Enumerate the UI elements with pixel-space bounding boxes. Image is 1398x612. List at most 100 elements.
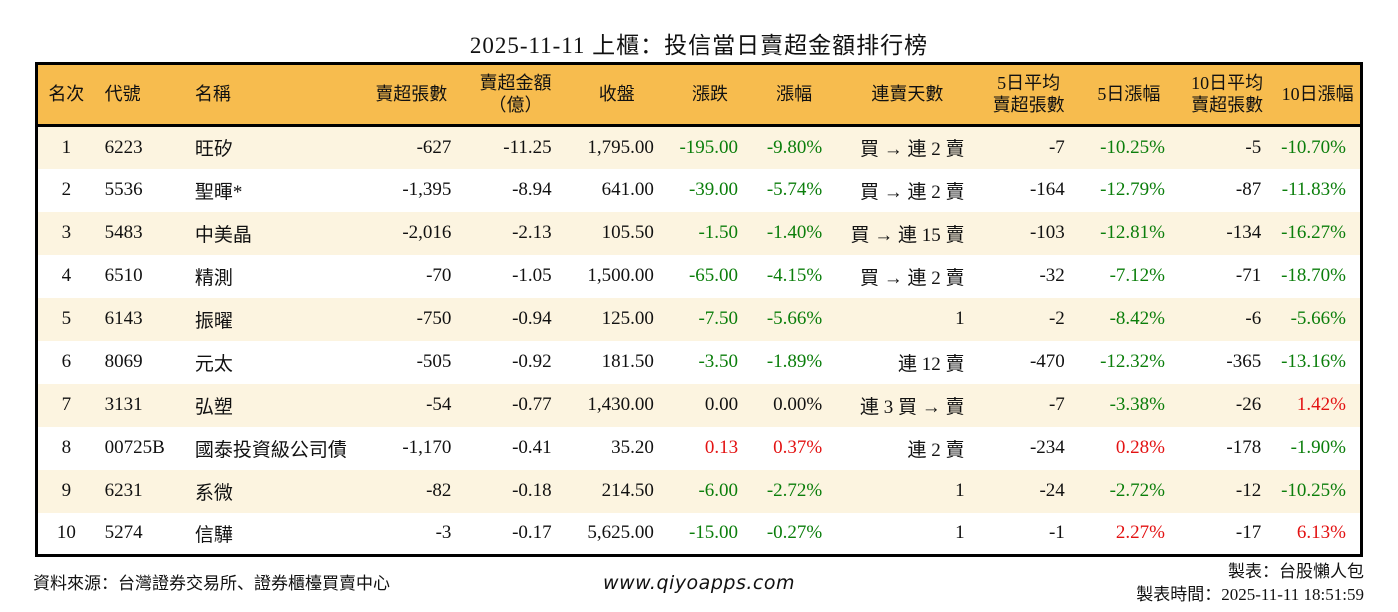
cell-code: 5536 xyxy=(104,179,143,200)
cell-pct10: -10.25% xyxy=(1281,480,1346,501)
cell-pct5: -12.32% xyxy=(1100,351,1165,372)
cell-avg10: -71 xyxy=(1235,265,1262,286)
cell-sell-volume: -1,395 xyxy=(402,179,452,200)
cell-pct5: -10.25% xyxy=(1100,136,1165,158)
cell-avg10: -6 xyxy=(1245,308,1262,329)
cell-sell-amount: -2.13 xyxy=(512,222,552,243)
cell-name: 精測 xyxy=(194,267,233,289)
cell-pct10: -13.16% xyxy=(1281,351,1346,372)
cell-close: 181.50 xyxy=(601,351,654,372)
cell-close: 1,795.00 xyxy=(587,136,654,158)
cell-name: 旺矽 xyxy=(194,139,233,161)
cell-pct5: -3.38% xyxy=(1109,394,1165,415)
cell-change: 0.13 xyxy=(704,437,739,458)
cell-streak: 連 2 賣 xyxy=(907,439,965,461)
col-header-rank: 名次 xyxy=(48,83,85,104)
cell-pct5: -7.12% xyxy=(1109,265,1165,286)
cell-avg5: -32 xyxy=(1039,265,1065,286)
cell-close: 5,625.00 xyxy=(587,522,654,544)
cell-name: 中美晶 xyxy=(194,224,252,246)
cell-streak: 買 → 連 15 賣 xyxy=(850,224,965,246)
table-row: 7 3131 弘塑 -54 -0.77 1,430.00 0.00 0.00% … xyxy=(36,383,1362,427)
table-row: 2 5536 聖暉* -1,395 -8.94 641.00 -39.00 -5… xyxy=(37,169,1362,212)
cell-pct5: -12.81% xyxy=(1100,222,1165,243)
cell-pct10: -5.66% xyxy=(1290,308,1346,329)
cell-close: 35.20 xyxy=(611,437,654,458)
cell-pct10: -18.70% xyxy=(1281,265,1346,286)
cell-streak: 連 3 買 → 賣 xyxy=(860,396,965,418)
table-row: 9 6231 系微 -82 -0.18 214.50 -6.00 -2.72% … xyxy=(36,469,1362,513)
cell-rank: 8 xyxy=(61,437,72,458)
cell-code: 8069 xyxy=(104,351,143,372)
cell-sell-amount: -0.92 xyxy=(512,351,552,372)
cell-code: 6510 xyxy=(104,265,143,286)
cell-avg5: -7 xyxy=(1048,394,1065,415)
cell-avg10: -87 xyxy=(1235,179,1262,200)
cell-sell-amount: -0.94 xyxy=(512,308,552,329)
col-header-avg5: 5日平均 賣超張數 xyxy=(992,73,1065,115)
cell-pct5: 0.28% xyxy=(1115,437,1165,458)
cell-pct10: -1.90% xyxy=(1290,437,1346,458)
cell-avg5: -24 xyxy=(1039,480,1065,501)
cell-change: -65.00 xyxy=(688,265,739,286)
cell-streak: 買 → 連 2 賣 xyxy=(860,181,965,203)
data-source-note: 資料來源：台灣證券交易所、證券櫃檯買賣中心 xyxy=(33,574,390,593)
table-row: 3 5483 中美晶 -2,016 -2.13 105.50 -1.50 -1.… xyxy=(36,211,1362,255)
cell-change: -39.00 xyxy=(688,179,739,200)
cell-sell-volume: -54 xyxy=(426,394,452,415)
cell-close: 1,430.00 xyxy=(587,394,654,415)
cell-streak: 買 → 連 2 賣 xyxy=(860,267,965,289)
made-time-label: 製表時間：2025-11-11 18:51:59 xyxy=(1136,584,1364,604)
cell-change-pct: 0.00% xyxy=(773,394,823,415)
col-header-sell-amount: 賣超金額 （億） xyxy=(479,73,552,115)
cell-change: -7.50 xyxy=(698,308,739,329)
cell-change: -1.50 xyxy=(698,222,739,243)
cell-rank: 6 xyxy=(61,351,72,372)
cell-close: 214.50 xyxy=(601,480,654,501)
cell-avg10: -17 xyxy=(1235,522,1262,544)
cell-rank: 2 xyxy=(61,179,72,200)
cell-name: 弘塑 xyxy=(194,396,233,418)
col-header-change: 漲跌 xyxy=(691,83,728,104)
col-header-pct10: 10日漲幅 xyxy=(1281,83,1354,104)
page-title: 2025-11-11 上櫃：投信當日賣超金額排行榜 xyxy=(469,33,929,58)
col-header-code: 代號 xyxy=(104,83,141,104)
cell-avg5: -470 xyxy=(1029,351,1065,372)
cell-close: 1,500.00 xyxy=(587,265,654,286)
cell-change-pct: -1.40% xyxy=(766,222,823,243)
cell-sell-volume: -82 xyxy=(426,480,452,501)
cell-rank: 4 xyxy=(61,265,72,286)
col-header-sell-volume: 賣超張數 xyxy=(375,83,448,104)
cell-sell-amount: -0.77 xyxy=(512,394,552,415)
cell-avg5: -2 xyxy=(1048,308,1065,329)
col-header-close: 收盤 xyxy=(598,83,635,104)
cell-sell-volume: -627 xyxy=(416,136,452,158)
col-header-avg10: 10日平均 賣超張數 xyxy=(1191,73,1264,115)
cell-rank: 3 xyxy=(61,222,72,243)
cell-pct10: 1.42% xyxy=(1296,394,1346,415)
cell-pct10: -10.70% xyxy=(1281,136,1346,158)
sell-ranking-table: 名次 代號 名稱 賣超張數 賣超金額 （億） 收盤 漲跌 漲幅 連賣天數 5日平均… xyxy=(35,62,1363,557)
cell-sell-amount: -8.94 xyxy=(512,179,552,200)
cell-avg10: -5 xyxy=(1245,136,1262,158)
cell-sell-amount: -0.18 xyxy=(512,480,552,501)
cell-close: 105.50 xyxy=(601,222,654,243)
cell-change: -6.00 xyxy=(698,480,739,501)
cell-avg10: -134 xyxy=(1226,222,1262,243)
cell-pct5: -2.72% xyxy=(1109,480,1165,501)
cell-code: 6223 xyxy=(104,136,143,158)
cell-change-pct: 0.37% xyxy=(773,437,823,458)
cell-pct5: -8.42% xyxy=(1109,308,1165,329)
cell-avg5: -164 xyxy=(1029,179,1065,200)
col-header-streak: 連賣天數 xyxy=(871,83,944,104)
table-row: 8 00725B 國泰投資級公司債 -1,170 -0.41 35.20 0.1… xyxy=(37,427,1362,470)
cell-pct10: -11.83% xyxy=(1281,179,1346,200)
cell-streak: 1 xyxy=(955,522,965,544)
cell-name: 信驊 xyxy=(194,524,233,546)
cell-change: 0.00 xyxy=(704,394,739,415)
cell-avg5: -1 xyxy=(1048,522,1065,544)
cell-pct5: -12.79% xyxy=(1100,179,1165,200)
cell-code: 5274 xyxy=(104,522,143,544)
cell-avg5: -234 xyxy=(1029,437,1065,458)
cell-change-pct: -5.66% xyxy=(766,308,823,329)
